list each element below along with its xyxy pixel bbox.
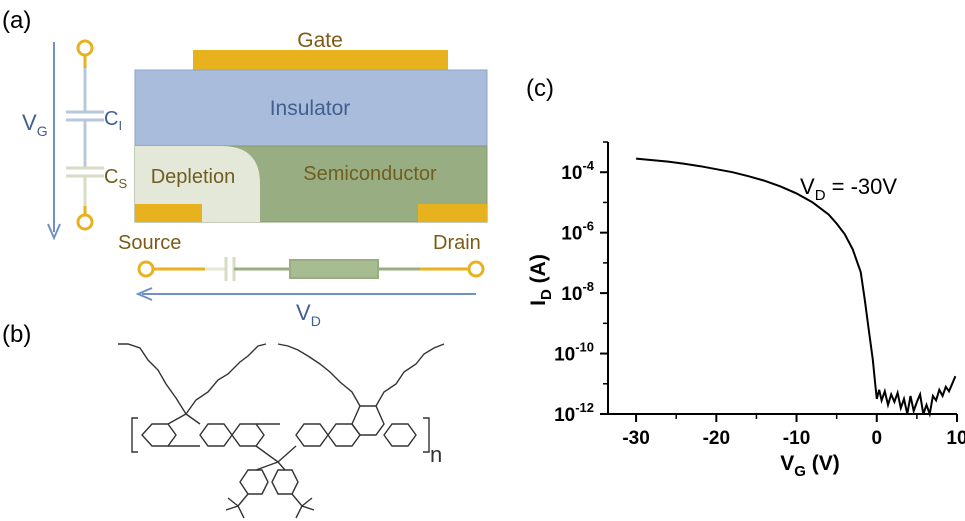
depletion-region [135,146,260,222]
bracket-right [423,417,430,453]
tbu-2 [291,493,315,519]
ring-1 [141,423,177,447]
polymer-structure [118,343,445,519]
gate-terminal-bottom [76,213,94,231]
ring-8 [239,469,269,495]
vg-arrowhead [47,223,61,241]
panel-label-a: (a) [2,7,31,34]
ring-4 [295,423,329,447]
depletion-label: Depletion [151,166,236,188]
chain-4 [375,343,445,407]
vd-arrowhead [135,287,153,301]
x-tick-label: -20 [703,428,730,449]
vd-label: VD [296,300,321,329]
five-ring-2 [255,423,297,463]
y-tick-label: 10-12 [554,400,594,426]
gate-terminal-top [76,39,94,57]
y-tick-label: 10-6 [561,219,594,245]
semiconductor-label: Semiconductor [303,163,437,185]
chain-1 [118,343,187,415]
repeat-subscript: n [430,442,442,467]
panel-label-b: (b) [2,321,31,348]
drain-terminal [467,260,485,278]
source-terminal [137,260,155,278]
chain-3 [277,343,361,407]
insulator-label: Insulator [270,97,351,120]
bracket-left [131,417,138,453]
drain-label: Drain [433,232,481,254]
y-tick-label: 10-8 [561,279,594,305]
ring-9 [271,469,299,495]
x-tick-label: 10 [946,428,965,449]
ring-6 [351,405,385,436]
vg-label: VG [22,110,48,139]
gate-label: Gate [297,29,343,52]
cs-label: CS [104,166,127,191]
insulator-layer [134,69,488,147]
iv-chart: -30 -20 -10 0 10 10-12 10-10 10-8 10-6 10-4 VD = … [527,141,965,480]
x-tick-label: 0 [871,428,882,449]
y-tick-label: 10-10 [554,340,594,366]
ring-3 [231,423,265,447]
vd-annotation: VD = -30V [800,174,897,204]
ci-label: CI [104,108,122,133]
ring-7 [383,423,417,447]
y-axis-title: ID (A) [527,254,555,306]
spiro-bonds [255,461,286,471]
channel-resistor [289,259,379,279]
drain-contact [418,204,487,222]
source-label: Source [118,232,181,254]
tbu-1 [225,493,249,519]
x-tick-label: -10 [783,428,810,449]
source-contact [135,204,202,222]
chain-2 [185,343,267,415]
gate-electrode [193,50,448,70]
panel-label-c: (c) [526,75,554,102]
x-axis-title: VG (V) [780,452,840,480]
tick-layer: -30 -20 -10 0 10 10-12 10-10 10-8 10-6 10-4 [554,141,965,449]
iv-curve-series [636,157,957,418]
y-tick-label: 10-4 [561,158,594,184]
ring-2 [199,423,233,447]
x-tick-label: -30 [622,428,649,449]
